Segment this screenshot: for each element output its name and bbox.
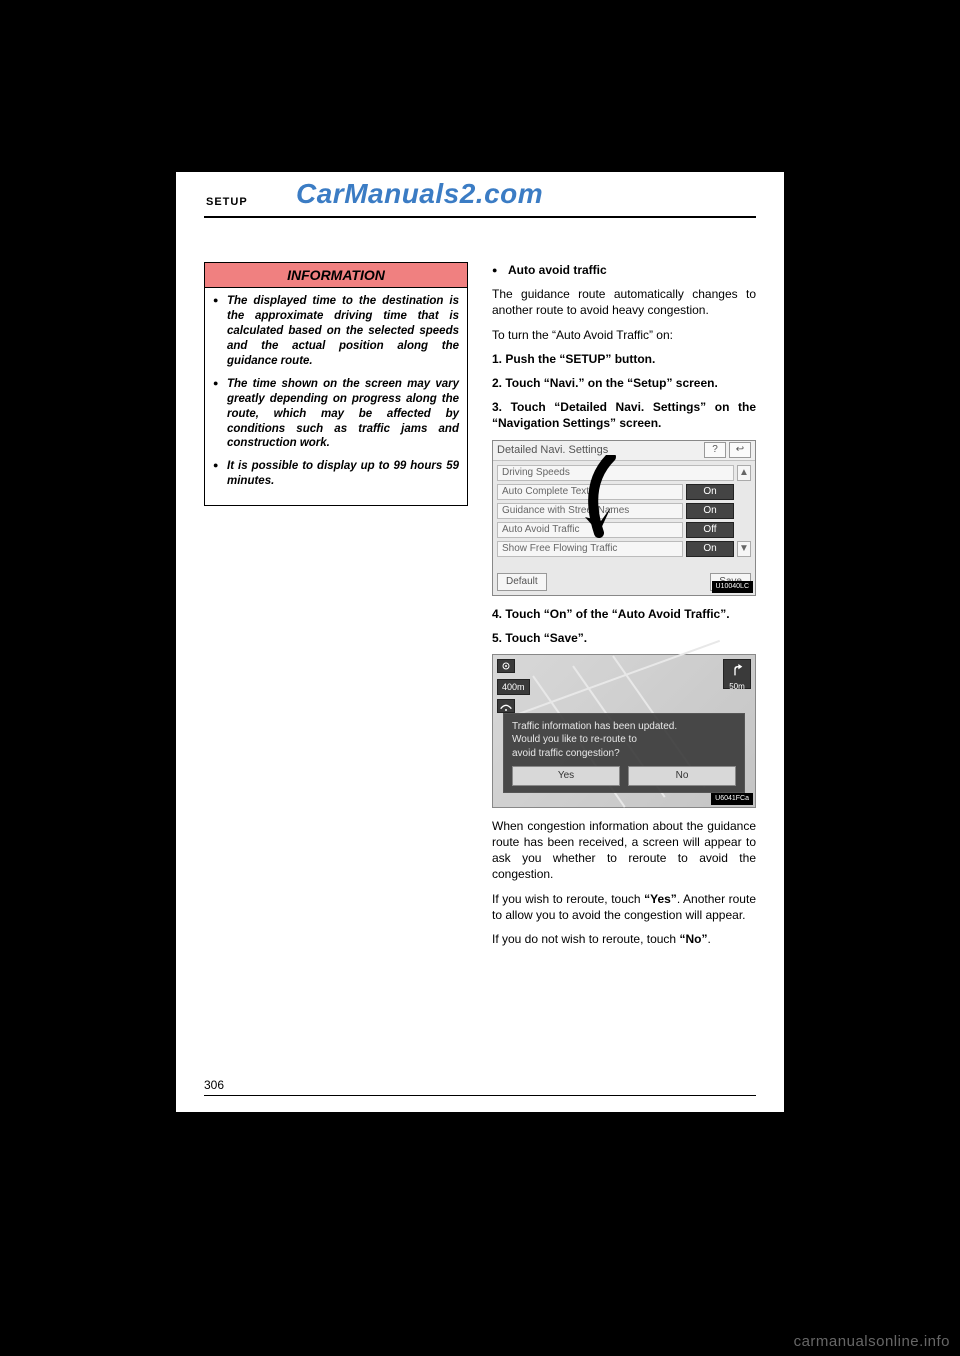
- manual-page: SETUP CarManuals2.com INFORMATION The di…: [176, 172, 784, 1112]
- info-bullet: The time shown on the screen may vary gr…: [213, 377, 459, 452]
- left-column: INFORMATION The displayed time to the de…: [204, 262, 468, 506]
- dialog-line: Would you like to re-route to: [512, 733, 736, 747]
- row-value[interactable]: Off: [686, 522, 734, 538]
- turn-indicator: 50m: [723, 659, 751, 689]
- screenshot-titlebar: Detailed Navi. Settings ? ↩: [493, 441, 755, 461]
- turn-on-text: To turn the “Auto Avoid Traffic” on:: [492, 327, 756, 343]
- information-box: INFORMATION The displayed time to the de…: [204, 262, 468, 506]
- dialog-line: avoid traffic congestion?: [512, 747, 736, 761]
- row-label[interactable]: Show Free Flowing Traffic: [497, 541, 683, 557]
- settings-row: Auto Complete Text On: [497, 484, 751, 501]
- dialog-buttons: Yes No: [512, 766, 736, 786]
- row-label[interactable]: Auto Avoid Traffic: [497, 522, 683, 538]
- info-bullet: It is possible to display up to 99 hours…: [213, 459, 459, 489]
- stage: SETUP CarManuals2.com INFORMATION The di…: [0, 0, 960, 1356]
- section-heading: Auto avoid traffic: [492, 262, 756, 278]
- information-title: INFORMATION: [205, 263, 467, 288]
- row-label[interactable]: Guidance with Street Names: [497, 503, 683, 519]
- text-fragment: .: [707, 932, 710, 946]
- settings-screenshot: Detailed Navi. Settings ? ↩ Driving Spee…: [492, 440, 756, 596]
- page-header: SETUP CarManuals2.com: [176, 172, 784, 216]
- post-text-2: If you wish to reroute, touch “Yes”. Ano…: [492, 891, 756, 923]
- step-4: 4. Touch “On” of the “Auto Avoid Traffic…: [492, 606, 756, 622]
- footer-watermark: carmanualsonline.info: [794, 1333, 950, 1350]
- footer-rule: [204, 1095, 756, 1096]
- post-text-3: If you do not wish to reroute, touch “No…: [492, 931, 756, 947]
- help-button[interactable]: ?: [704, 442, 726, 458]
- site-watermark: CarManuals2.com: [296, 178, 543, 210]
- no-button[interactable]: No: [628, 766, 736, 786]
- step-2: 2. Touch “Navi.” on the “Setup” screen.: [492, 375, 756, 391]
- row-value[interactable]: On: [686, 541, 734, 557]
- step-5: 5. Touch “Save”.: [492, 630, 756, 646]
- yes-button[interactable]: Yes: [512, 766, 620, 786]
- step-1: 1. Push the “SETUP” button.: [492, 351, 756, 367]
- scroll-up-button[interactable]: ▲: [737, 465, 751, 481]
- signal-icon: [497, 699, 515, 713]
- scroll-down-button[interactable]: ▼: [737, 541, 751, 557]
- page-number: 306: [204, 1078, 224, 1092]
- text-fragment: If you do not wish to reroute, touch: [492, 932, 679, 946]
- yes-label: “Yes”: [644, 892, 677, 906]
- header-rule: [204, 216, 756, 218]
- settings-row: Driving Speeds ▲: [497, 465, 751, 482]
- image-code: U10040LC: [712, 581, 753, 592]
- settings-rows: Driving Speeds ▲ Auto Complete Text On G…: [493, 461, 755, 562]
- row-label[interactable]: Driving Speeds: [497, 465, 734, 481]
- settings-row: Guidance with Street Names On: [497, 503, 751, 520]
- row-value[interactable]: On: [686, 484, 734, 500]
- screenshot-title: Detailed Navi. Settings: [497, 443, 701, 458]
- right-column: Auto avoid traffic The guidance route au…: [492, 262, 756, 955]
- settings-row: Show Free Flowing Traffic On ▼: [497, 541, 751, 558]
- image-code: U6041FCa: [711, 793, 753, 804]
- back-button[interactable]: ↩: [729, 442, 751, 458]
- info-bullet: The displayed time to the destination is…: [213, 294, 459, 369]
- no-label: “No”: [679, 932, 707, 946]
- text-fragment: If you wish to reroute, touch: [492, 892, 644, 906]
- dialog-line: Traffic information has been updated.: [512, 720, 736, 734]
- step-3: 3. Touch “Detailed Navi. Settings” on th…: [492, 399, 756, 431]
- section-label: SETUP: [206, 196, 248, 208]
- row-value[interactable]: On: [686, 503, 734, 519]
- intro-text: The guidance route automatically changes…: [492, 286, 756, 318]
- row-label[interactable]: Auto Complete Text: [497, 484, 683, 500]
- post-text-1: When congestion information about the gu…: [492, 818, 756, 883]
- turn-distance: 50m: [726, 682, 748, 693]
- settings-row: Auto Avoid Traffic Off: [497, 522, 751, 539]
- scale-badge: 400m: [497, 679, 530, 695]
- default-button[interactable]: Default: [497, 573, 547, 591]
- gps-icon: [497, 659, 515, 673]
- map-dialog-screenshot: 400m 50m Traffic information has been up…: [492, 654, 756, 808]
- reroute-dialog: Traffic information has been updated. Wo…: [503, 713, 745, 793]
- information-body: The displayed time to the destination is…: [205, 288, 467, 505]
- dialog-message: Traffic information has been updated. Wo…: [512, 720, 736, 761]
